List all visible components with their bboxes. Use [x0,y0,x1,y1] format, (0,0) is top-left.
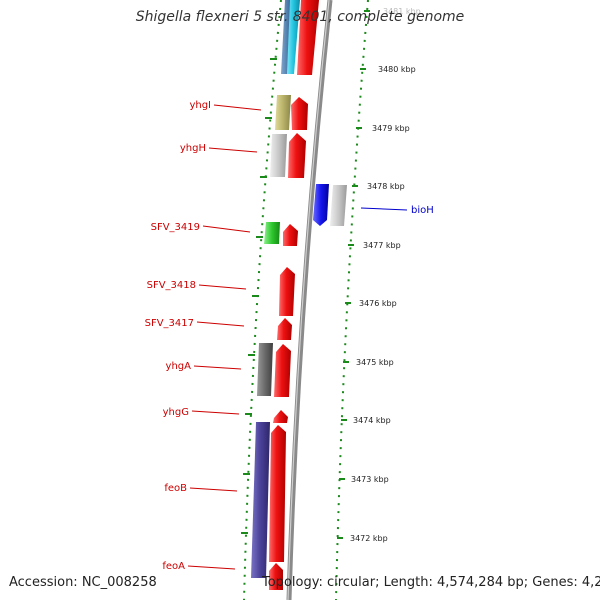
gene-block[interactable] [274,344,291,397]
genome-backbone [286,0,333,600]
scale-label: 3480 kbp [378,65,416,74]
gene-block[interactable] [313,184,329,226]
gene-block[interactable] [287,0,300,74]
gene-label-yhgI[interactable]: yhgI [189,100,211,111]
gene-block[interactable] [279,267,295,316]
gene-label-SFV_3419[interactable]: SFV_3419 [151,222,200,233]
gene-block[interactable] [283,224,298,246]
label-leaders [187,104,408,570]
scale-label: 3479 kbp [372,124,410,133]
gene-block[interactable] [277,318,292,340]
gene-label-yhgH[interactable]: yhgH [180,143,206,154]
gene-label-feoB[interactable]: feoB [164,483,187,494]
reverse-inner-genes [251,0,300,578]
scale-label: 3473 kbp [351,475,389,484]
gene-label-bioH[interactable]: bioH [411,205,434,216]
forward-genes [269,0,319,590]
scale-label: 3472 kbp [350,534,388,543]
scale-label: 3477 kbp [363,241,401,250]
gene-block[interactable] [288,133,306,178]
map-title: Shigella flexneri 5 str. 8401, complete … [135,9,465,25]
gene-labels: yhgI yhgH SFV_3419 SFV_3418 SFV_3417 yhg… [145,100,434,572]
gene-block[interactable] [264,222,280,244]
gene-block[interactable] [291,97,308,130]
gene-label-yhgA[interactable]: yhgA [166,361,192,372]
inner-ruler-ticks [241,58,277,534]
outer-ruler-ticks [337,10,370,539]
gene-block[interactable] [257,343,273,396]
gene-label-SFV_3417[interactable]: SFV_3417 [145,318,194,329]
gene-block[interactable] [330,185,347,226]
gene-label-yhgG[interactable]: yhgG [163,407,189,418]
scale-label: 3476 kbp [359,299,397,308]
gene-label-feoA[interactable]: feoA [162,561,185,572]
genome-summary-text: Topology: circular; Length: 4,574,284 bp… [262,575,600,590]
gene-block[interactable] [269,425,286,562]
scale-label: 3475 kbp [356,358,394,367]
gene-block[interactable] [297,0,319,75]
scale-labels: 3481 kbp 3480 kbp 3479 kbp 3478 kbp 3477… [350,7,421,543]
scale-label: 3481 kbp [383,7,421,16]
gene-label-SFV_3418[interactable]: SFV_3418 [147,280,196,291]
scale-label: 3478 kbp [367,182,405,191]
gene-block[interactable] [270,134,287,177]
gene-block[interactable] [275,95,291,130]
gene-block[interactable] [273,410,288,423]
outer-genes [313,184,347,226]
genome-backbone-highlight [287,0,330,600]
scale-label: 3474 kbp [353,416,391,425]
accession-text: Accession: NC_008258 [9,575,157,590]
gene-block[interactable] [251,422,270,578]
gene-block[interactable] [269,563,283,590]
